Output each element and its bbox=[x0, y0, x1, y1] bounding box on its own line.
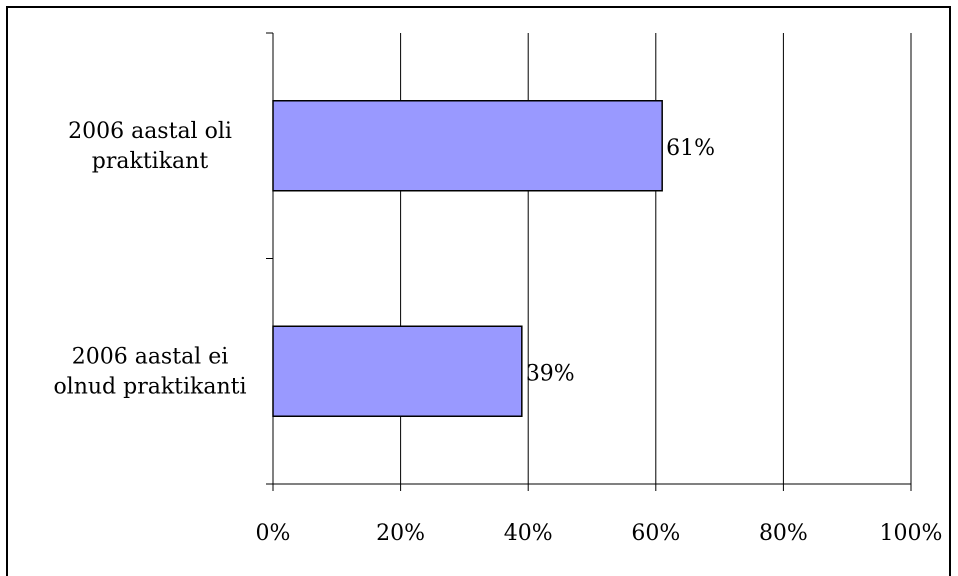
bar bbox=[272, 100, 663, 192]
bars bbox=[272, 100, 663, 417]
category-label-line: 2006 aastal oli bbox=[68, 119, 232, 144]
x-tick-label: 40% bbox=[504, 521, 553, 546]
category-label: 2006 aastal ei olnud praktikanti bbox=[53, 344, 246, 399]
data-label: 61% bbox=[666, 136, 715, 161]
category-label-line: olnud praktikanti bbox=[53, 374, 246, 399]
category-label-line: 2006 aastal ei bbox=[72, 344, 229, 369]
category-label-line: praktikant bbox=[92, 149, 209, 174]
x-tick-label: 100% bbox=[880, 521, 943, 546]
x-tick-label: 20% bbox=[376, 521, 425, 546]
bar bbox=[272, 325, 523, 417]
category-label: 2006 aastal oli praktikant bbox=[68, 119, 232, 174]
x-tick-label: 60% bbox=[631, 521, 680, 546]
x-tick-label: 0% bbox=[256, 521, 291, 546]
labels: 0% 20% 40% 60% 80% 100% 61% 2006 aastal oli prak… bbox=[53, 119, 942, 546]
x-tick-label: 80% bbox=[759, 521, 808, 546]
data-label: 39% bbox=[526, 361, 575, 386]
